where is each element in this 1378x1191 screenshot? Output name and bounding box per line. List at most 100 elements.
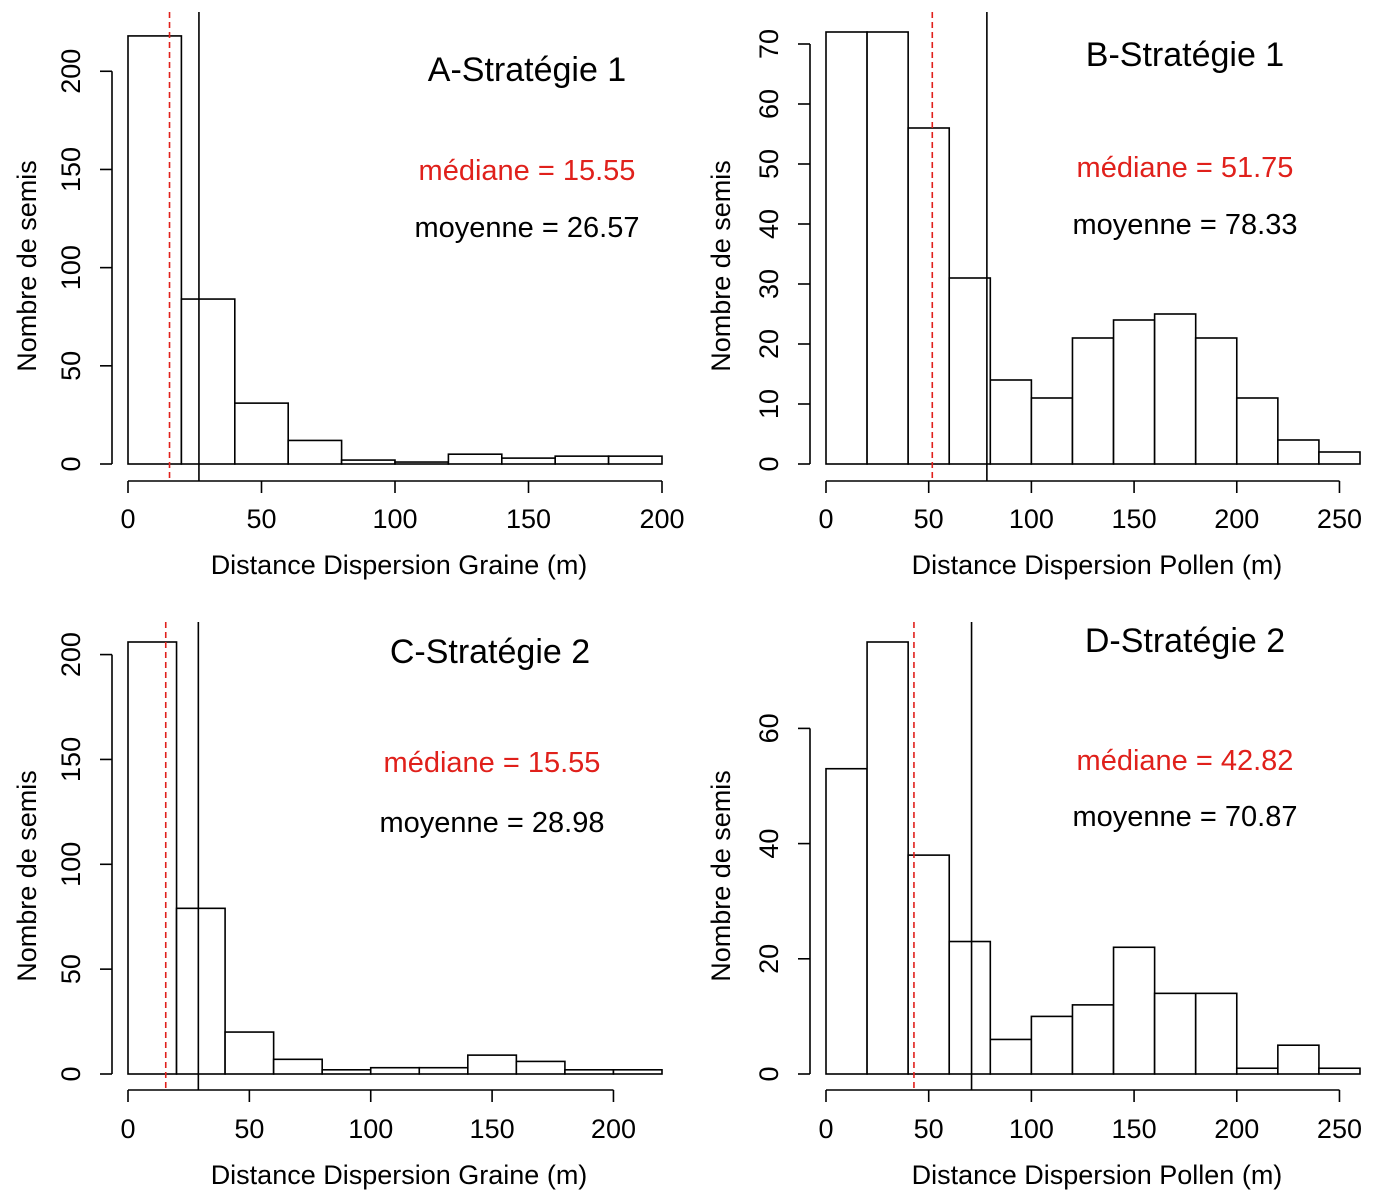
histogram-bar [948, 277, 992, 465]
histogram-bar [1318, 451, 1361, 465]
mean-annotation: moyenne = 70.87 [1073, 801, 1298, 833]
y-tick-label: 20 [754, 944, 784, 974]
x-tick-label: 250 [1317, 504, 1362, 534]
x-axis-label: Distance Dispersion Graine (m) [211, 550, 588, 580]
y-tick-label: 0 [56, 1066, 86, 1081]
mean-annotation: moyenne = 26.57 [415, 212, 640, 244]
histogram-bar [1318, 1067, 1361, 1075]
mean-word: moyenne [1073, 209, 1192, 241]
histogram-bar [1194, 992, 1238, 1075]
x-tick-label: 50 [234, 1114, 264, 1144]
median-value: 15.55 [563, 155, 636, 187]
y-axis-label: Nombre de semis [706, 770, 736, 982]
histogram-bar [825, 767, 868, 1075]
x-tick-label: 100 [1009, 1114, 1054, 1144]
histogram-bar [175, 907, 226, 1075]
mean-word: moyenne [1073, 801, 1192, 833]
histogram-bar [1153, 992, 1197, 1075]
median-annotation: médiane = 15.55 [419, 155, 636, 187]
median-equals: = [495, 747, 528, 779]
median-annotation: médiane = 15.55 [384, 747, 601, 779]
mean-annotation: moyenne = 78.33 [1073, 209, 1298, 241]
y-tick-label: 30 [754, 269, 784, 299]
histogram-bar [1153, 313, 1197, 465]
x-tick-label: 100 [348, 1114, 393, 1144]
x-tick-label: 50 [914, 504, 944, 534]
panel-title: C-Stratégie 2 [390, 633, 590, 671]
histogram-bar [866, 641, 909, 1075]
x-tick-label: 100 [1009, 504, 1054, 534]
x-tick-label: 150 [470, 1114, 515, 1144]
histogram-bar [1071, 1004, 1115, 1075]
histogram-bar [180, 298, 236, 465]
x-axis-label: Distance Dispersion Pollen (m) [912, 550, 1283, 580]
y-tick-label: 100 [56, 245, 86, 290]
y-tick-label: 70 [754, 29, 784, 59]
histogram-bar [234, 402, 290, 465]
y-tick-label: 50 [56, 351, 86, 381]
mean-equals: = [499, 807, 532, 839]
histogram-bar [369, 1066, 421, 1075]
panel-title: D-Stratégie 2 [1085, 622, 1285, 660]
x-tick-label: 200 [639, 504, 684, 534]
median-annotation: médiane = 42.82 [1077, 745, 1294, 777]
y-tick-label: 10 [754, 389, 784, 419]
x-tick-label: 150 [506, 504, 551, 534]
mean-word: moyenne [380, 807, 499, 839]
histogram-bar [127, 35, 183, 465]
x-tick-label: 0 [818, 504, 833, 534]
mean-equals: = [1192, 209, 1225, 241]
histogram-bar [467, 1054, 518, 1075]
histogram-bar [866, 31, 909, 465]
histogram-bar [1112, 319, 1156, 465]
histogram-bar [1030, 1015, 1074, 1075]
y-tick-label: 150 [56, 147, 86, 192]
y-tick-label: 20 [754, 329, 784, 359]
histogram-bar [1235, 1067, 1279, 1075]
y-axis-label: Nombre de semis [12, 160, 42, 372]
y-axis-label: Nombre de semis [706, 160, 736, 372]
x-tick-label: 0 [818, 1114, 833, 1144]
y-tick-label: 40 [754, 209, 784, 239]
histogram-panel-b: 0 50 100 150 200 250 0 10 20 30 40 50 60 70 Distance D… [706, 12, 1362, 580]
median-value: 15.55 [528, 747, 601, 779]
median-word: médiane [1077, 745, 1188, 777]
median-word: médiane [419, 155, 530, 187]
y-tick-label: 200 [56, 49, 86, 94]
histogram-bar [907, 127, 951, 465]
y-tick-label: 100 [56, 842, 86, 887]
histogram-bar [612, 1069, 663, 1075]
histogram-bar [287, 439, 343, 465]
y-tick-label: 200 [56, 632, 86, 677]
median-value: 42.82 [1221, 745, 1294, 777]
histogram-bar [1112, 946, 1156, 1075]
panel-title: A-Stratégie 1 [428, 51, 626, 89]
median-equals: = [530, 155, 563, 187]
histogram-bar [321, 1069, 372, 1075]
x-tick-label: 200 [591, 1114, 636, 1144]
histogram-bar [1277, 439, 1320, 465]
x-tick-label: 200 [1214, 1114, 1259, 1144]
histogram-bar [989, 1038, 1033, 1075]
histogram-bar [272, 1058, 323, 1075]
median-word: médiane [1077, 152, 1188, 184]
y-axis-label: Nombre de semis [12, 770, 42, 982]
x-tick-label: 50 [914, 1114, 944, 1144]
histogram-bar [907, 854, 951, 1075]
mean-value: 28.98 [532, 807, 605, 839]
x-axis-label: Distance Dispersion Pollen (m) [912, 1160, 1283, 1190]
mean-value: 70.87 [1225, 801, 1298, 833]
histogram-bar [564, 1069, 615, 1075]
median-annotation: médiane = 51.75 [1077, 152, 1294, 184]
histogram-bar [989, 379, 1033, 465]
y-tick-label: 40 [754, 829, 784, 859]
histogram-panel-a: 0 50 100 150 200 0 50 100 150 200 Distance Dispers… [12, 12, 685, 580]
x-tick-label: 200 [1214, 504, 1259, 534]
histogram-bar [1277, 1044, 1320, 1075]
histogram-bar [515, 1060, 566, 1075]
y-tick-label: 0 [754, 456, 784, 471]
histogram-bar [127, 641, 178, 1075]
histogram-bar [500, 457, 556, 465]
x-tick-label: 150 [1112, 504, 1157, 534]
